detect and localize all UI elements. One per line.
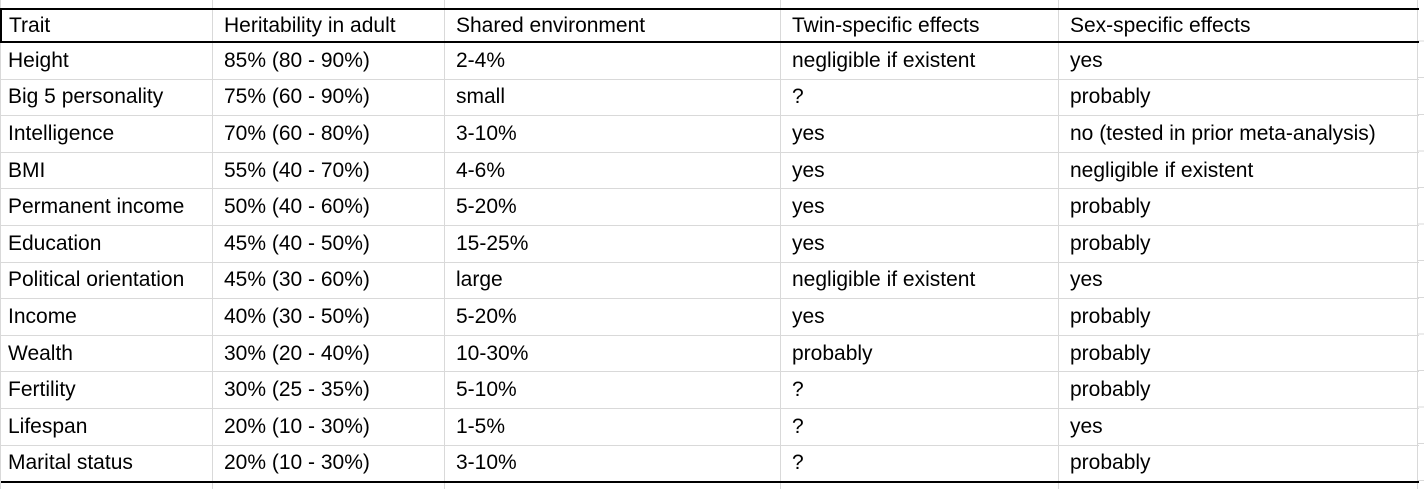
cell[interactable]: probably — [1059, 298, 1419, 336]
cell[interactable]: probably — [1059, 188, 1419, 226]
cell[interactable]: 85% (80 - 90%) — [213, 42, 445, 80]
cell[interactable]: no (tested in prior meta-analysis) — [1059, 115, 1419, 153]
table-row: Education 45% (40 - 50%) 15-25% yes probably — [1, 225, 1419, 263]
row-gridline-stubs — [1418, 5, 1424, 483]
table-row: Lifespan 20% (10 - 30%) 1-5%? yes — [1, 408, 1419, 446]
cell[interactable]: ? — [781, 79, 1059, 117]
cell[interactable]: 20% (10 - 30%) — [213, 408, 445, 446]
heritability-table: Trait Heritability in adult Shared environ… — [0, 8, 1419, 484]
cell[interactable]: Education — [1, 225, 213, 263]
cell[interactable]: negligible if existent — [781, 42, 1059, 80]
cell[interactable]: ? — [781, 408, 1059, 446]
table-row: Marital status 20% (10 - 30%) 3-10%? probab… — [1, 445, 1419, 484]
cell[interactable]: 70% (60 - 80%) — [213, 115, 445, 153]
cell[interactable]: 5-20% — [445, 298, 781, 336]
table-row: Big 5 personality 75% (60 - 90%) small? pro… — [1, 79, 1419, 117]
cell[interactable]: 45% (30 - 60%) — [213, 262, 445, 300]
cell[interactable]: 15-25% — [445, 225, 781, 263]
cell[interactable]: Permanent income — [1, 188, 213, 226]
column-header-4[interactable]: Twin-specific effects — [781, 8, 1059, 43]
table-row: Intelligence 70% (60 - 80%) 3-10% yes no (te… — [1, 115, 1419, 153]
cell[interactable]: 50% (40 - 60%) — [213, 188, 445, 226]
cell[interactable]: yes — [781, 152, 1059, 190]
cell[interactable]: Intelligence — [1, 115, 213, 153]
cell[interactable]: 40% (30 - 50%) — [213, 298, 445, 336]
table-row: Permanent income 50% (40 - 60%) 5-20% yes pr… — [1, 188, 1419, 226]
cell[interactable]: 55% (40 - 70%) — [213, 152, 445, 190]
cell[interactable]: 10-30% — [445, 335, 781, 373]
cell[interactable]: yes — [781, 188, 1059, 226]
cell[interactable]: yes — [1059, 262, 1419, 300]
cell[interactable]: Big 5 personality — [1, 79, 213, 117]
cell[interactable]: probably — [1059, 371, 1419, 409]
cell[interactable]: probably — [1059, 225, 1419, 263]
cell[interactable]: Political orientation — [1, 262, 213, 300]
cell[interactable]: 4-6% — [445, 152, 781, 190]
cell[interactable]: small — [445, 79, 781, 117]
cell[interactable]: 75% (60 - 90%) — [213, 79, 445, 117]
cell[interactable]: Income — [1, 298, 213, 336]
cell[interactable]: yes — [1059, 408, 1419, 446]
column-header-2[interactable]: Heritability in adult — [213, 8, 445, 43]
cell[interactable]: Wealth — [1, 335, 213, 373]
cell[interactable]: yes — [781, 298, 1059, 336]
table-row: BMI 55% (40 - 70%) 4-6% yes negligible if ex… — [1, 152, 1419, 190]
column-gridline — [0, 0, 1, 489]
cell[interactable]: 3-10% — [445, 445, 781, 484]
cell[interactable]: 20% (10 - 30%) — [213, 445, 445, 484]
cell[interactable]: 45% (40 - 50%) — [213, 225, 445, 263]
cell[interactable]: probably — [1059, 445, 1419, 484]
cell[interactable]: probably — [1059, 79, 1419, 117]
cell[interactable]: Lifespan — [1, 408, 213, 446]
cell[interactable]: 1-5% — [445, 408, 781, 446]
table-row: Income 40% (30 - 50%) 5-20% yes probably — [1, 298, 1419, 336]
cell[interactable]: large — [445, 262, 781, 300]
cell[interactable]: 30% (25 - 35%) — [213, 371, 445, 409]
cell[interactable]: ? — [781, 371, 1059, 409]
table-row: Political orientation 45% (30 - 60%) large… — [1, 262, 1419, 300]
cell[interactable]: negligible if existent — [781, 262, 1059, 300]
cell[interactable]: Fertility — [1, 371, 213, 409]
table-row: Height 85% (80 - 90%) 2-4% negligible if ex… — [1, 42, 1419, 80]
cell[interactable]: Marital status — [1, 445, 213, 484]
cell[interactable]: yes — [781, 225, 1059, 263]
column-header-1[interactable]: Trait — [0, 8, 213, 43]
cell[interactable]: BMI — [1, 152, 213, 190]
table-body: Height 85% (80 - 90%) 2-4% negligible if ex… — [1, 42, 1419, 484]
cell[interactable]: yes — [1059, 42, 1419, 80]
cell[interactable]: 5-10% — [445, 371, 781, 409]
table-row: Fertility 30% (25 - 35%) 5-10%? probably — [1, 371, 1419, 409]
column-header-5[interactable]: Sex-specific effects — [1059, 8, 1419, 43]
cell[interactable]: negligible if existent — [1059, 152, 1419, 190]
cell[interactable]: yes — [781, 115, 1059, 153]
cell[interactable]: 2-4% — [445, 42, 781, 80]
cell[interactable]: probably — [781, 335, 1059, 373]
column-header-3[interactable]: Shared environment — [445, 8, 781, 43]
header-row: Trait Heritability in adult Shared environ… — [0, 8, 1419, 43]
table-row: Wealth 30% (20 - 40%) 10-30% probably probab… — [1, 335, 1419, 373]
cell[interactable]: probably — [1059, 335, 1419, 373]
cell[interactable]: ? — [781, 445, 1059, 484]
cell[interactable]: 3-10% — [445, 115, 781, 153]
cell[interactable]: 5-20% — [445, 188, 781, 226]
cell[interactable]: Height — [1, 42, 213, 80]
cell[interactable]: 30% (20 - 40%) — [213, 335, 445, 373]
